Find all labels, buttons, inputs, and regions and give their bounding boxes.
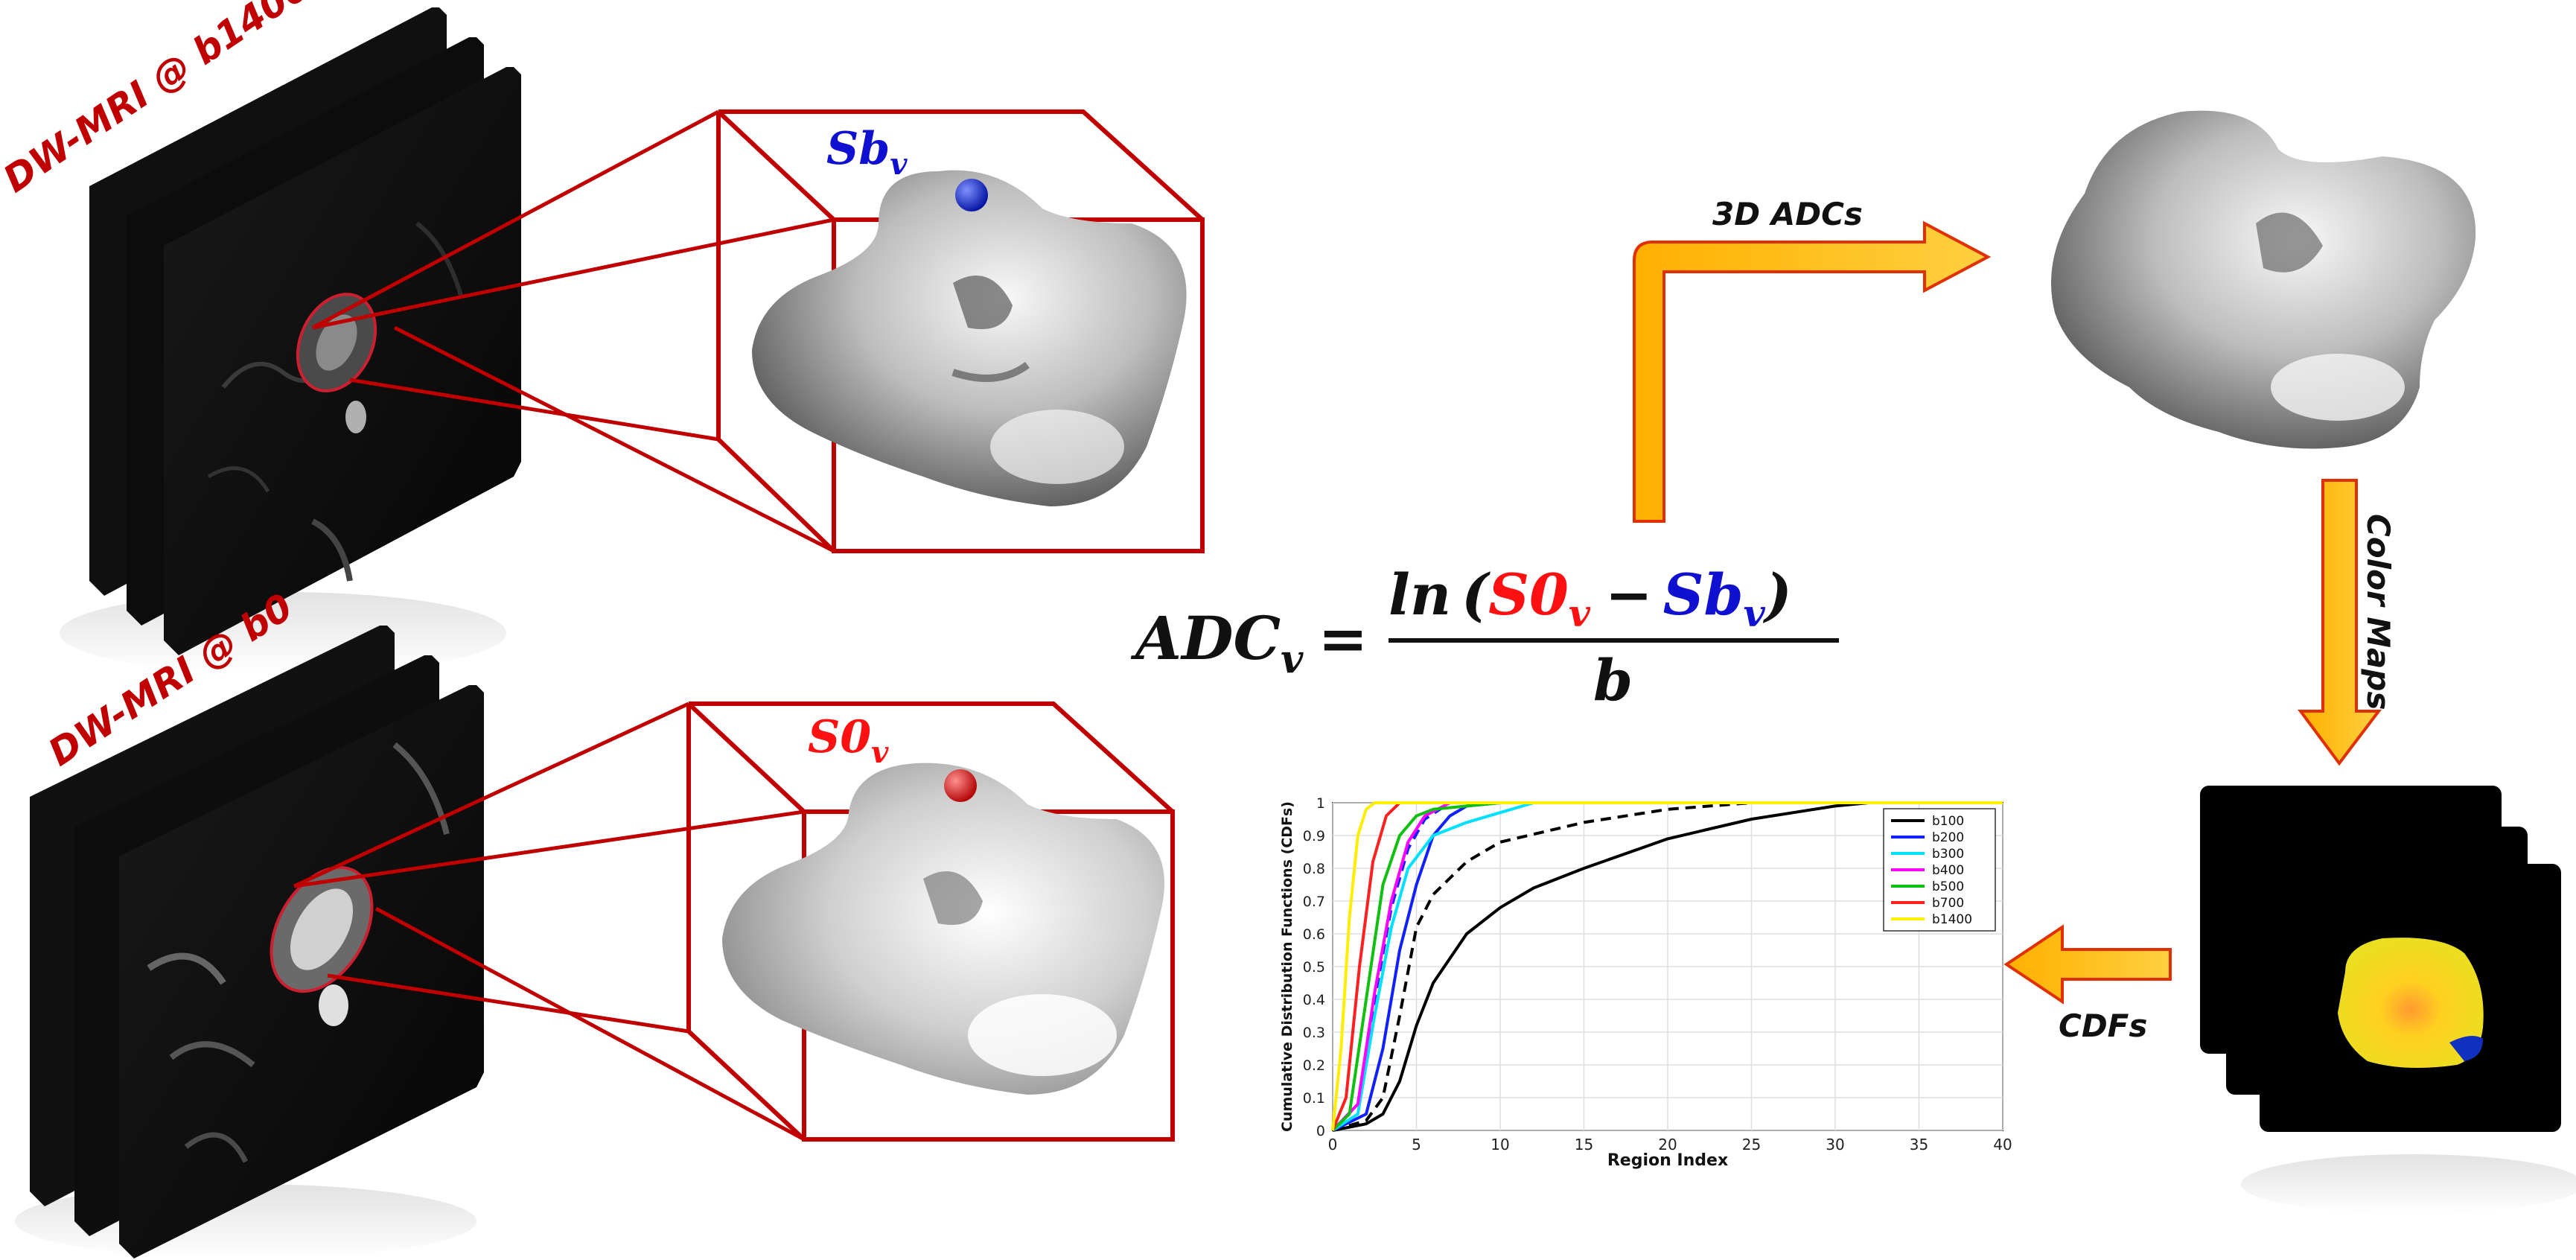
- x-tick-label: 30: [1826, 1136, 1844, 1154]
- y-tick-label: 0.1: [1303, 1090, 1325, 1107]
- denominator-b: b: [1593, 647, 1633, 713]
- s0-voxel-marker: [944, 769, 977, 802]
- y-tick-label: 0: [1316, 1123, 1325, 1139]
- y-tick-label: 1: [1316, 795, 1325, 812]
- cdf-line-series-1-dashed: [1332, 801, 2003, 1132]
- svg-text:ADCv=: ADCv =: [1130, 603, 1368, 682]
- y-tick-label: 0.4: [1303, 992, 1325, 1008]
- mri-slice-front-b0: [119, 685, 484, 1259]
- y-tick-label: 0.6: [1303, 926, 1325, 943]
- legend-entry: b300: [1932, 847, 1964, 862]
- adc-3d-surface: [2051, 110, 2476, 449]
- x-tick-label: 5: [1412, 1136, 1421, 1154]
- svg-text:ln(S0v−Sbv): ln (S0v − Sbv): [1389, 561, 1792, 635]
- tumor-surface-top: [752, 170, 1187, 507]
- cdf-line-b500: [1331, 801, 2003, 1132]
- legend-entry: b500: [1932, 879, 1964, 894]
- zoom-lines-top: [311, 109, 835, 553]
- sb-voxel-marker: [955, 179, 988, 211]
- y-tick-label: 0.9: [1303, 828, 1325, 844]
- legend-entry: b700: [1932, 896, 1964, 911]
- x-tick-label: 10: [1491, 1136, 1509, 1154]
- x-tick-label: 35: [1910, 1136, 1928, 1154]
- label-cdfs: CDFs: [2059, 1008, 2147, 1044]
- x-tick-label: 20: [1658, 1136, 1677, 1154]
- y-tick-label: 0.5: [1303, 959, 1325, 976]
- arrow-color-maps: [2298, 479, 2382, 766]
- cdf-line-b100: [1332, 801, 2003, 1132]
- x-tick-labels: 0 5 10 15 20 25 30 35 40: [1328, 1136, 2012, 1154]
- y-tick-labels: 0 0.1 0.2 0.3 0.4 0.5 0.6 0.7 0.8 0.9 1: [1303, 795, 1325, 1139]
- label-sb-v: Sbv: [826, 123, 908, 182]
- arrow-cdfs: [2003, 924, 2172, 1005]
- label-s0-v: S0v: [808, 711, 889, 770]
- legend-entry: b100: [1932, 814, 1964, 829]
- zoom-lines-bottom: [293, 701, 806, 1142]
- y-tick-label: 0.2: [1303, 1057, 1325, 1074]
- adc-equation: ADCv = ln (S0v − Sbv) b: [1130, 561, 1839, 713]
- cdf-line-b400: [1331, 801, 2003, 1132]
- x-tick-label: 15: [1575, 1136, 1593, 1154]
- cdf-line-b300: [1331, 801, 2003, 1132]
- x-axis-label: Region Index: [1607, 1151, 1728, 1170]
- label-3d-adcs: 3D ADCs: [1712, 196, 1863, 232]
- cdf-series-lines: [1331, 801, 2003, 1132]
- x-tick-label: 40: [1993, 1136, 2012, 1154]
- y-tick-label: 0.8: [1303, 861, 1325, 877]
- x-tick-label: 25: [1742, 1136, 1761, 1154]
- y-tick-label: 0.3: [1303, 1025, 1325, 1041]
- cdf-chart: 0 5 10 15 20 25 30 35 40 00.10.20.30.40.50.60.70…: [1279, 795, 2012, 1170]
- x-tick-label: 0: [1328, 1136, 1338, 1154]
- legend-entry: b200: [1932, 830, 1964, 845]
- color-map-stack: [2200, 786, 2576, 1214]
- mri-slice-front: [164, 67, 521, 655]
- arrow-3d-adcs: [1633, 220, 1992, 523]
- cdf-line-b1400: [1331, 801, 2003, 1131]
- label-color-maps: Color Maps: [2360, 514, 2397, 710]
- adc-color-map: [2338, 938, 2484, 1068]
- legend-entry: b1400: [1932, 912, 1972, 927]
- tumor-surface-bottom: [722, 763, 1164, 1095]
- legend-entry: b400: [1932, 863, 1964, 878]
- y-tick-label: 0.7: [1303, 894, 1325, 910]
- mri-stack-b0: [15, 626, 484, 1259]
- y-axis-label: Cumulative Distribution Functions (CDFs): [1279, 801, 1295, 1132]
- mri-stack-b1400: [60, 7, 521, 674]
